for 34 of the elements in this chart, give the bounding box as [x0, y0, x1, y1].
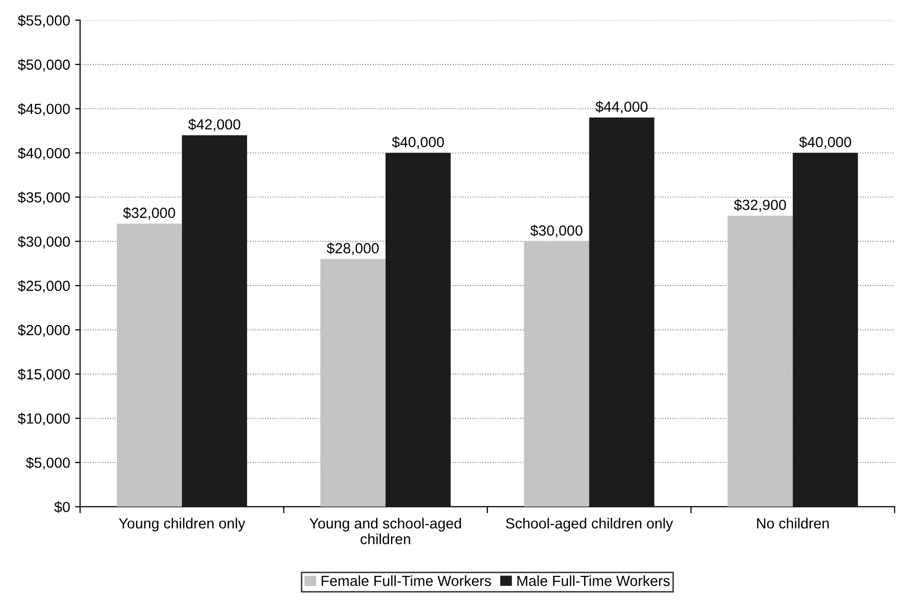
data-label: $32,000: [123, 207, 176, 220]
y-tick-label: $5,000: [26, 456, 70, 470]
x-tick-label: Young children only: [118, 518, 246, 532]
data-label: $28,000: [326, 242, 379, 256]
y-tick-label: $25,000: [18, 280, 70, 293]
y-tick-label: $10,000: [18, 412, 70, 426]
bar: [524, 241, 590, 507]
y-tick-label: $40,000: [18, 147, 70, 160]
legend-label: Female Full-Time Workers: [322, 575, 491, 586]
y-tick-label: $30,000: [18, 236, 70, 248]
data-label: $40,000: [799, 136, 852, 149]
y-tick-label: $15,000: [18, 368, 70, 382]
data-label: $44,000: [596, 100, 648, 114]
bar: [182, 135, 248, 507]
bar: [728, 216, 793, 507]
y-tick-label: $50,000: [18, 58, 70, 72]
y-tick-label: $45,000: [18, 103, 70, 116]
data-label: $40,000: [392, 136, 444, 149]
y-tick-label: $55,000: [18, 14, 70, 28]
x-tick-label: School-aged children only: [506, 518, 674, 532]
x-tick-label: No children: [757, 518, 829, 529]
data-label: $30,000: [530, 224, 582, 238]
bar: [589, 118, 654, 507]
y-tick-label: $35,000: [18, 192, 70, 204]
bar: [792, 152, 858, 507]
y-tick-label: $0: [54, 501, 70, 514]
bar: [386, 152, 451, 507]
legend-label: Male Full-Time Workers: [517, 575, 670, 586]
bar: [320, 259, 386, 507]
x-tick-label: Young and school-aged children: [310, 518, 461, 544]
data-label: $32,900: [734, 199, 786, 212]
data-label: $42,000: [188, 118, 240, 132]
bar: [116, 224, 182, 507]
y-tick-label: $20,000: [18, 324, 70, 337]
